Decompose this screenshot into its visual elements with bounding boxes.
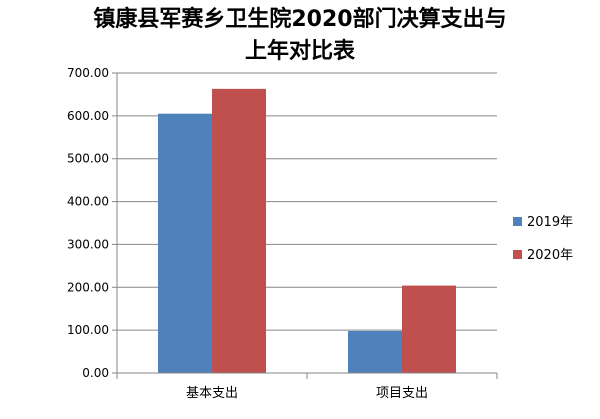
y-tick-label: 700.00 <box>67 66 109 80</box>
legend-swatch <box>513 217 522 226</box>
legend-swatch <box>513 250 522 259</box>
y-tick-label: 600.00 <box>67 109 109 123</box>
bar-series-1 <box>158 113 212 373</box>
x-category-label: 基本支出 <box>186 386 238 401</box>
legend-label: 2019年 <box>527 215 573 230</box>
bars <box>158 88 456 373</box>
y-tick-label: 100.00 <box>67 323 109 337</box>
axes: 0.00 100.00 200.00 300.00 400.00 500.00 600.00… <box>67 66 498 401</box>
chart-title-line-2: 上年对比表 <box>244 39 355 64</box>
y-tick-label: 200.00 <box>67 280 109 294</box>
y-tick-label: 300.00 <box>67 237 109 251</box>
y-tick-label: 0.00 <box>82 366 109 380</box>
bar-series-2 <box>212 88 266 373</box>
bar-series-1 <box>348 331 402 373</box>
x-category-label: 项目支出 <box>376 386 428 401</box>
legend: 2019年 2020年 <box>513 215 573 263</box>
bar-series-2 <box>402 285 456 373</box>
chart-title: 镇康县军赛乡卫生院2020部门决算支出与 上年对比表 <box>0 4 600 68</box>
chart-title-line-1: 镇康县军赛乡卫生院2020部门决算支出与 <box>93 7 507 32</box>
legend-label: 2020年 <box>527 248 573 263</box>
y-tick-label: 400.00 <box>67 195 109 209</box>
y-tick-label: 500.00 <box>67 152 109 166</box>
